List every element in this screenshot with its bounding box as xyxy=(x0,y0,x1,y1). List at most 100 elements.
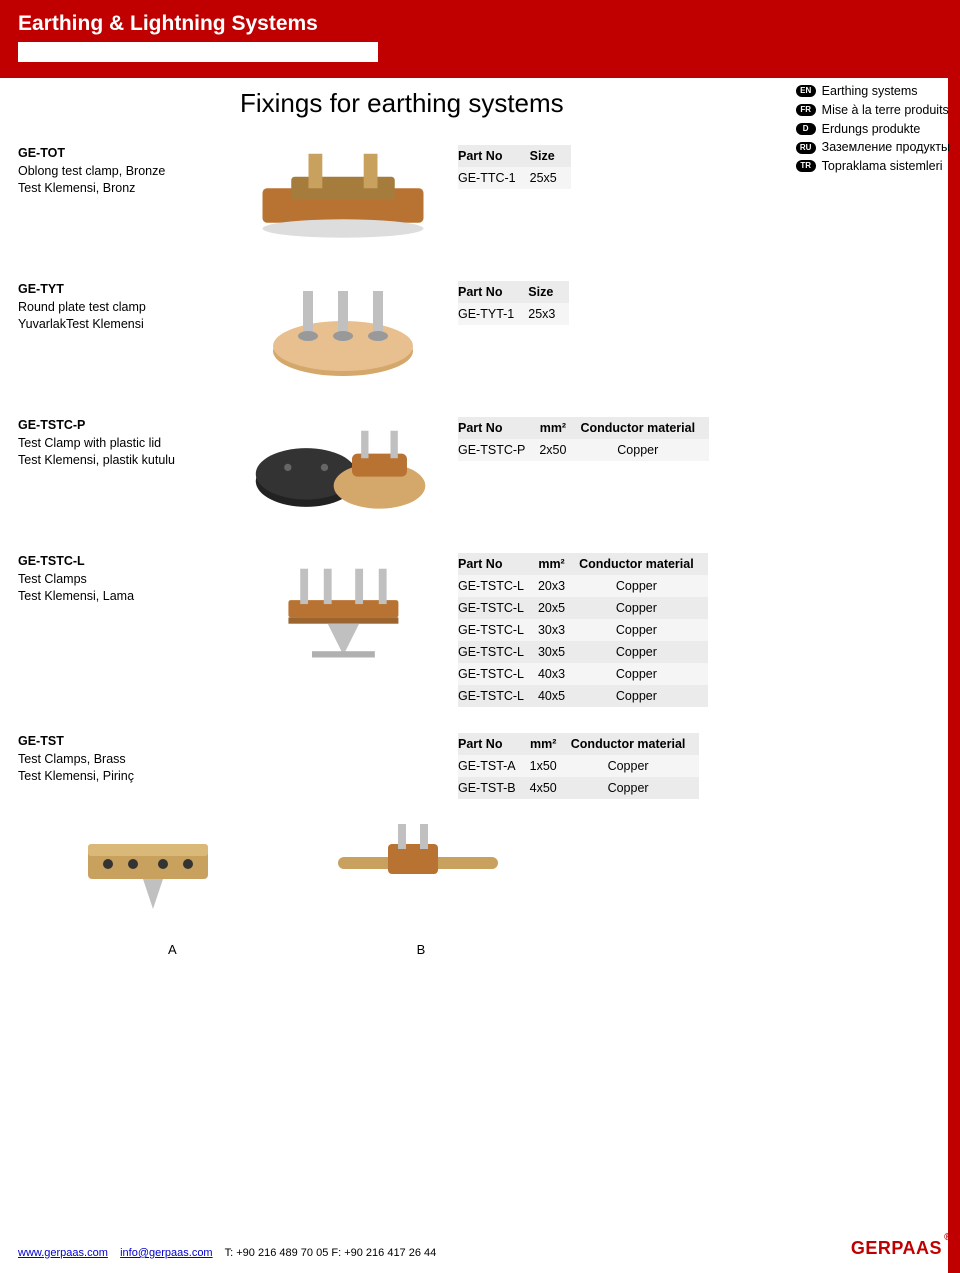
td: GE-TSTC-L xyxy=(458,641,538,663)
th: Part No xyxy=(458,145,530,167)
lang-badge-ru: RU xyxy=(796,142,816,154)
td: GE-TST-B xyxy=(458,777,530,799)
header-white-strip xyxy=(18,42,378,62)
footer: www.gerpaas.com info@gerpaas.com T: +90 … xyxy=(18,1238,942,1259)
lang-text: Earthing systems xyxy=(822,82,918,101)
label-a: A xyxy=(168,942,177,957)
th: Conductor material xyxy=(571,733,700,755)
th: Part No xyxy=(458,553,538,575)
bottom-labels: A B xyxy=(168,942,942,957)
lang-text: Mise à la terre produits xyxy=(822,101,949,120)
section-ge-tyt: GE-TYT Round plate test clamp YuvarlakTe… xyxy=(18,281,942,391)
language-list: EN Earthing systems FR Mise à la terre pro… xyxy=(796,82,950,176)
section-ge-tstc-l: GE-TSTC-L Test Clamps Test Klemensi, Lam… xyxy=(18,553,942,707)
td: Copper xyxy=(579,685,708,707)
product-code: GE-TST xyxy=(18,733,228,751)
header-bar: Earthing & Lightning Systems xyxy=(0,0,960,78)
section-ge-tst: GE-TST Test Clamps, Brass Test Klemensi,… xyxy=(18,733,942,799)
th: Part No xyxy=(458,417,539,439)
product-image-tst-b xyxy=(318,809,518,924)
product-desc-en: Test Clamps xyxy=(18,571,228,589)
product-desc-tr: YuvarlakTest Klemensi xyxy=(18,316,228,334)
spec-table-tstcp: Part Nomm²Conductor material GE-TSTC-P2x… xyxy=(458,417,709,461)
td: 40x3 xyxy=(538,663,579,685)
product-image-tstcp xyxy=(228,417,458,527)
td: GE-TTC-1 xyxy=(458,167,530,189)
td: 30x3 xyxy=(538,619,579,641)
td: GE-TSTC-L xyxy=(458,619,538,641)
product-desc-en: Oblong test clamp, Bronze xyxy=(18,163,228,181)
td: 2x50 xyxy=(539,439,580,461)
th: Conductor material xyxy=(579,553,708,575)
th: Size xyxy=(528,281,569,303)
td: 20x3 xyxy=(538,575,579,597)
page-title: Earthing & Lightning Systems xyxy=(18,12,942,36)
th: Conductor material xyxy=(580,417,709,439)
lang-badge-tr: TR xyxy=(796,160,816,172)
registered-icon: ® xyxy=(944,1232,952,1243)
th: Part No xyxy=(458,733,530,755)
page-subtitle: Fixings for earthing systems xyxy=(240,88,564,119)
td: GE-TYT-1 xyxy=(458,303,528,325)
lang-badge-fr: FR xyxy=(796,104,816,116)
product-image-tyt xyxy=(228,281,458,391)
label-b: B xyxy=(417,942,426,957)
td: GE-TSTC-L xyxy=(458,685,538,707)
lang-badge-en: EN xyxy=(796,85,816,97)
td: 25x3 xyxy=(528,303,569,325)
td: Copper xyxy=(571,777,700,799)
td: GE-TST-A xyxy=(458,755,530,777)
th: Size xyxy=(530,145,571,167)
td: Copper xyxy=(579,575,708,597)
td: GE-TSTC-L xyxy=(458,575,538,597)
footer-left: www.gerpaas.com info@gerpaas.com T: +90 … xyxy=(18,1247,436,1259)
th: mm² xyxy=(539,417,580,439)
brand-text: GERPAAS xyxy=(851,1238,942,1258)
product-desc-en: Test Clamp with plastic lid xyxy=(18,435,228,453)
footer-email-link[interactable]: info@gerpaas.com xyxy=(120,1247,213,1259)
spec-table-tst: Part Nomm²Conductor material GE-TST-A1x5… xyxy=(458,733,699,799)
product-image-tstcl xyxy=(228,553,458,663)
product-desc-tr: Test Klemensi, Pirinç xyxy=(18,768,228,786)
td: Copper xyxy=(579,663,708,685)
product-desc-tr: Test Klemensi, plastik kutulu xyxy=(18,452,228,470)
td: Copper xyxy=(579,641,708,663)
td: 40x5 xyxy=(538,685,579,707)
th: mm² xyxy=(538,553,579,575)
td: Copper xyxy=(579,597,708,619)
lang-text: Topraklama sistemleri xyxy=(822,157,943,176)
lang-row: EN Earthing systems xyxy=(796,82,950,101)
td: Copper xyxy=(579,619,708,641)
product-code: GE-TSTC-L xyxy=(18,553,228,571)
section-desc: GE-TSTC-P Test Clamp with plastic lid Te… xyxy=(18,417,228,470)
section-desc: GE-TOT Oblong test clamp, Bronze Test Kl… xyxy=(18,145,228,198)
th: Part No xyxy=(458,281,528,303)
td: GE-TSTC-L xyxy=(458,597,538,619)
spec-table-tyt: Part NoSize GE-TYT-125x3 xyxy=(458,281,569,325)
section-ge-tstc-p: GE-TSTC-P Test Clamp with plastic lid Te… xyxy=(18,417,942,527)
bottom-images-row xyxy=(58,809,942,924)
product-image-tot xyxy=(228,145,458,255)
lang-text: Заземление продукты xyxy=(822,138,950,157)
product-desc-tr: Test Klemensi, Lama xyxy=(18,588,228,606)
footer-phones: T: +90 216 489 70 05 F: +90 216 417 26 4… xyxy=(225,1247,437,1259)
product-code: GE-TSTC-P xyxy=(18,417,228,435)
td: Copper xyxy=(571,755,700,777)
th: mm² xyxy=(530,733,571,755)
td: GE-TSTC-L xyxy=(458,663,538,685)
lang-row: TR Topraklama sistemleri xyxy=(796,157,950,176)
section-desc: GE-TSTC-L Test Clamps Test Klemensi, Lam… xyxy=(18,553,228,606)
right-red-stripe xyxy=(948,0,960,1273)
td: 4x50 xyxy=(530,777,571,799)
footer-web-link[interactable]: www.gerpaas.com xyxy=(18,1247,108,1259)
product-desc-tr: Test Klemensi, Bronz xyxy=(18,180,228,198)
td: 25x5 xyxy=(530,167,571,189)
footer-brand: GERPAAS® xyxy=(851,1238,942,1259)
td: 20x5 xyxy=(538,597,579,619)
product-image-tst-a xyxy=(58,809,258,924)
td: 1x50 xyxy=(530,755,571,777)
section-desc: GE-TYT Round plate test clamp YuvarlakTe… xyxy=(18,281,228,334)
lang-row: DErdungs produkte xyxy=(796,120,950,139)
td: GE-TSTC-P xyxy=(458,439,539,461)
product-desc-en: Round plate test clamp xyxy=(18,299,228,317)
